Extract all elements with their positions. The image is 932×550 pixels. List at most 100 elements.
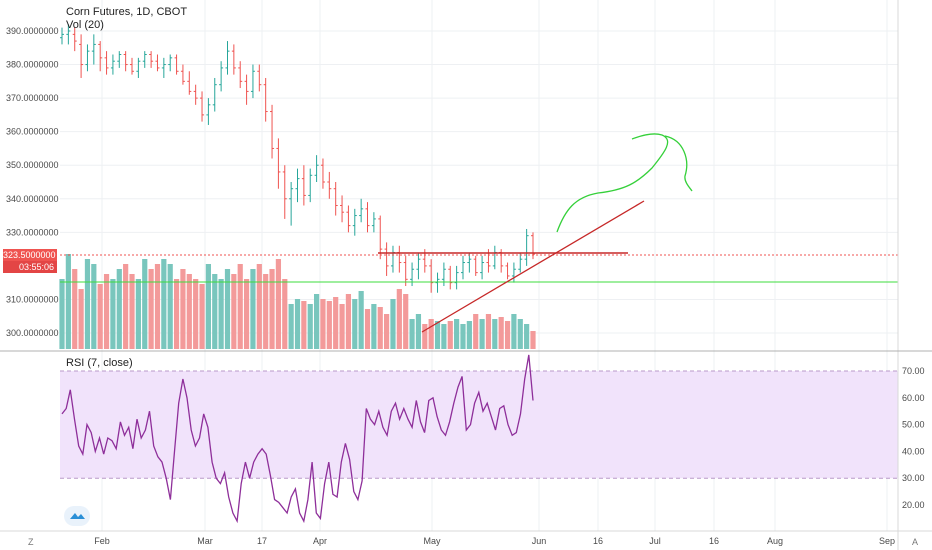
volume-indicator-label: Vol (20) — [66, 19, 104, 31]
volume-bar — [301, 301, 307, 349]
volume-bar — [524, 324, 530, 349]
volume-bar — [422, 324, 428, 349]
volume-bar — [473, 314, 479, 349]
rsi-tick-label: 40.00 — [902, 446, 925, 456]
price-tick-label: 360.0000000 — [6, 127, 59, 137]
volume-bar — [352, 299, 358, 349]
countdown-badge: 03:55:06 — [3, 261, 57, 273]
volume-bar — [530, 331, 536, 349]
price-axis: 390.0000000 380.0000000 370.0000000 360.000… — [6, 26, 59, 338]
volume-bar — [161, 259, 167, 349]
volume-bar — [256, 264, 262, 349]
volume-bar — [320, 299, 326, 349]
volume-bar — [142, 259, 148, 349]
price-tick-label: 310.0000000 — [6, 294, 59, 304]
volume-bar — [517, 319, 523, 349]
time-tick-label: Aug — [767, 536, 783, 546]
time-tick-label: 16 — [593, 536, 603, 546]
volume-bar — [371, 304, 377, 349]
volume-bar — [199, 284, 205, 349]
a-icon[interactable]: A — [912, 537, 919, 547]
volume-bar — [110, 279, 116, 349]
price-tick-label: 380.0000000 — [6, 60, 59, 70]
volume-bar — [498, 317, 504, 349]
volume-bar — [78, 289, 84, 349]
z-icon[interactable]: Z — [28, 537, 34, 547]
volume-bar — [415, 314, 422, 349]
volume-bar — [135, 279, 141, 349]
volume-bar — [428, 319, 434, 349]
time-tick-label: Jul — [649, 536, 661, 546]
rsi-tick-label: 60.00 — [902, 393, 925, 403]
volume-bar — [231, 274, 237, 349]
volume-bar — [91, 264, 97, 349]
volume-bar — [218, 279, 224, 349]
time-tick-label: Jun — [532, 536, 547, 546]
volume-bar — [180, 269, 186, 349]
rsi-indicator-label: RSI (7, close) — [66, 357, 133, 369]
volume-bars — [59, 254, 536, 349]
volume-bar — [504, 321, 511, 349]
rsi-band — [60, 371, 898, 479]
volume-bar — [72, 269, 78, 349]
candles — [60, 24, 535, 293]
volume-bar — [173, 279, 180, 349]
volume-bar — [123, 264, 129, 349]
volume-bar — [294, 299, 301, 349]
volume-bar — [390, 299, 396, 349]
chart-title: Corn Futures, 1D, CBOT — [66, 6, 188, 18]
volume-bar — [84, 259, 91, 349]
volume-bar — [345, 294, 352, 349]
price-tick-label: 390.0000000 — [6, 26, 59, 36]
volume-bar — [384, 314, 390, 349]
rsi-tick-label: 30.00 — [902, 473, 925, 483]
volume-bar — [97, 284, 103, 349]
volume-bar — [339, 304, 345, 349]
volume-bar — [269, 269, 275, 349]
volume-bar — [466, 321, 472, 349]
price-tick-label: 370.0000000 — [6, 93, 59, 103]
time-tick-label: 17 — [257, 536, 267, 546]
green-arrow-annotation — [556, 133, 693, 233]
volume-bar — [154, 264, 161, 349]
time-tick-label: 16 — [709, 536, 719, 546]
volume-bar — [116, 269, 122, 349]
time-tick-label: Sep — [879, 536, 895, 546]
time-axis: Feb Mar 17 Apr May Jun 16 Jul 16 Aug Sep — [94, 536, 895, 546]
volume-bar — [479, 319, 485, 349]
volume-bar — [129, 274, 135, 349]
volume-bar — [65, 254, 71, 349]
volume-bar — [364, 309, 371, 349]
volume-bar — [193, 279, 199, 349]
trend-line — [421, 200, 645, 333]
volume-bar — [212, 274, 218, 349]
volume-bar — [434, 321, 441, 349]
volume-bar — [441, 324, 447, 349]
volume-bar — [205, 264, 211, 349]
volume-bar — [485, 314, 492, 349]
volume-bar — [511, 314, 517, 349]
volume-bar — [275, 259, 282, 349]
time-tick-label: Feb — [94, 536, 110, 546]
volume-bar — [492, 319, 498, 349]
volume-bar — [313, 294, 320, 349]
time-tick-label: Apr — [313, 536, 327, 546]
price-tick-label: 300.0000000 — [6, 328, 59, 338]
price-tick-label: 350.0000000 — [6, 160, 59, 170]
volume-bar — [250, 269, 256, 349]
volume-bar — [167, 264, 173, 349]
volume-bar — [454, 319, 460, 349]
volume-bar — [224, 269, 231, 349]
volume-bar — [447, 321, 453, 349]
last-price-badge: 323.5000000 — [3, 249, 57, 261]
volume-bar — [288, 304, 294, 349]
volume-bar — [307, 304, 313, 349]
volume-bar — [243, 279, 250, 349]
logo-icon[interactable] — [64, 506, 90, 526]
volume-bar — [186, 274, 192, 349]
volume-bar — [103, 274, 110, 349]
volume-bar — [377, 307, 383, 349]
volume-bar — [237, 264, 243, 349]
volume-bar — [59, 279, 65, 349]
